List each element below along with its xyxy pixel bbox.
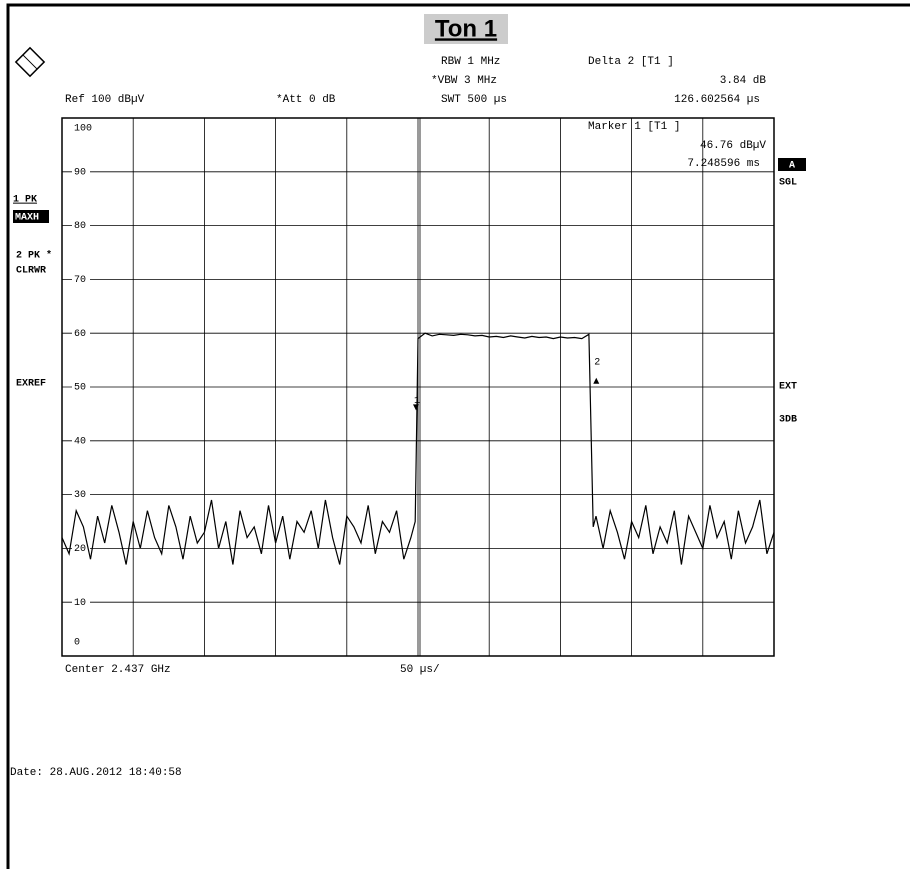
delta-time: 126.602564 µs [674,94,760,106]
marker [413,404,420,411]
tick-bg [72,434,90,447]
marker [593,377,600,384]
logo [14,46,46,78]
right-label: 3DB [779,415,797,426]
y-tick-label: 40 [74,436,86,447]
right-label: A [789,161,795,172]
delta-level: 3.84 dB [720,75,767,87]
tick-bg [72,273,90,286]
tick-bg [72,327,90,340]
ref: Ref 100 dBµV [65,94,145,106]
tick-bg [72,596,90,609]
left-label: 2 PK * [16,250,52,262]
left-label: MAXH [15,213,39,224]
tick-bg [72,219,90,232]
left-label: 1 PK [13,195,37,206]
y-tick-label: 20 [74,544,86,555]
y-tick-label: 60 [74,329,86,340]
y-tick-label: 30 [74,490,86,501]
left-label: CLRWR [16,266,46,277]
y-tick-label: 10 [74,598,86,609]
date: Date: 28.AUG.2012 18:40:58 [10,767,182,779]
delta-title: Delta 2 [T1 ] [588,56,674,68]
x-center: Center 2.437 GHz [65,664,171,676]
marker-label: 2 [594,357,600,368]
vbw: *VBW 3 MHz [431,75,497,87]
label-bg [13,210,49,223]
title: Ton 1 [435,15,497,42]
marker-time: 7.248596 ms [687,158,760,170]
marker-title: Marker 1 [T1 ] [588,121,680,133]
trace [61,332,775,565]
y-tick-label: 50 [74,383,86,394]
title-bg [424,14,508,44]
att: *Att 0 dB [276,94,336,106]
frame [6,3,910,869]
y-tick-label: 90 [74,167,86,178]
tick-bg [72,381,90,393]
x-div: 50 µs/ [400,664,440,676]
rbw: RBW 1 MHz [441,56,500,68]
right-label: EXT [779,382,797,393]
y-tick-label: 100 [74,124,92,135]
swt: SWT 500 µs [441,94,507,106]
label-bg [778,158,806,171]
y-tick-label: 80 [74,221,86,232]
left-label: EXREF [16,379,46,390]
tick-bg [72,542,90,555]
y-tick-label: 0 [74,638,80,649]
marker-level: 46.76 dBµV [700,140,766,152]
tick-bg [72,488,90,501]
right-label: SGL [779,178,797,189]
tick-bg [72,165,90,178]
plot: 0 10 20 30 40 50 60 70 80 90 100 1 2 [61,117,775,657]
marker-label: 1 [414,396,420,407]
y-tick-label: 70 [74,275,86,286]
